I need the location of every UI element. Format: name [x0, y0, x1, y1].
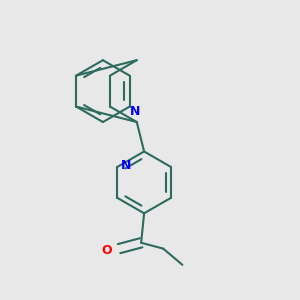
Text: N: N: [121, 159, 131, 172]
Text: O: O: [101, 244, 112, 256]
Text: N: N: [130, 105, 140, 118]
